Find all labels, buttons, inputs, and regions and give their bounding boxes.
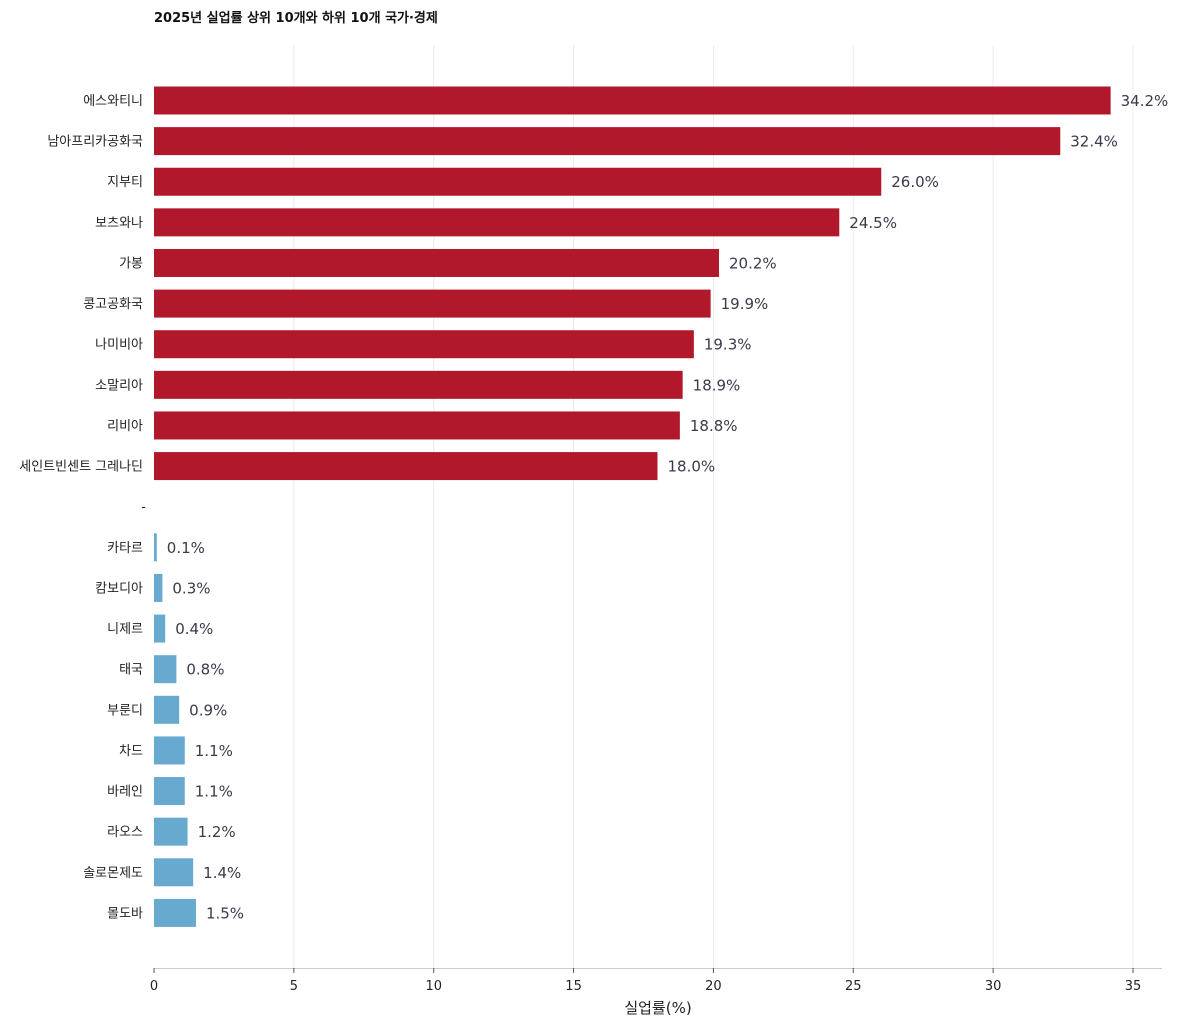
bar-top-2 (154, 167, 882, 196)
category-label-bottom-19: 솔로몬제도 (83, 866, 143, 881)
value-label-top-9: 18.0% (667, 458, 715, 476)
bar-top-0 (154, 86, 1111, 115)
x-tick-label-2: 10 (425, 979, 442, 994)
category-label-top-4: 가봉 (119, 256, 143, 271)
x-tick-label-7: 35 (1125, 979, 1142, 994)
category-label-top-3: 보츠와나 (95, 216, 143, 231)
category-label-top-7: 소말리아 (95, 378, 143, 393)
value-label-top-0: 34.2% (1121, 92, 1169, 110)
value-label-bottom-17: 1.1% (195, 783, 233, 801)
x-tick-label-6: 30 (985, 979, 1002, 994)
category-label-top-2: 지부티 (107, 175, 143, 190)
category-label-top-6: 나미비아 (95, 338, 143, 353)
bar-bottom-17 (154, 777, 185, 806)
category-label-bottom-15: 부룬디 (107, 703, 143, 718)
value-label-top-6: 19.3% (704, 336, 752, 354)
value-label-bottom-20: 1.5% (206, 904, 244, 922)
category-label-top-9: 세인트빈센트 그레나딘 (19, 460, 143, 475)
category-label-bottom-17: 바레인 (107, 785, 143, 800)
value-label-bottom-14: 0.8% (186, 661, 224, 679)
category-label-top-0: 에스와티니 (83, 94, 143, 109)
bar-top-1 (154, 127, 1061, 156)
value-label-bottom-19: 1.4% (203, 864, 241, 882)
bar-bottom-11 (154, 533, 157, 562)
category-label-bottom-20: 몰도바 (107, 906, 143, 921)
bars (154, 86, 1111, 927)
bar-bottom-20 (154, 898, 196, 927)
category-label-top-1: 남아프리카공화국 (47, 135, 143, 150)
value-label-top-2: 26.0% (891, 173, 939, 191)
category-label-top-8: 리비아 (107, 419, 143, 434)
bar-top-9 (154, 452, 658, 481)
x-axis-ticks: 0 5 10 15 20 25 30 35 (150, 968, 1141, 994)
bar-bottom-15 (154, 695, 180, 724)
bar-top-6 (154, 330, 694, 359)
value-label-bottom-16: 1.1% (195, 742, 233, 760)
bar-bottom-13 (154, 614, 166, 643)
value-label-bottom-13: 0.4% (175, 620, 213, 638)
category-label-bottom-12: 캄보디아 (95, 581, 143, 596)
bar-bottom-18 (154, 817, 188, 846)
category-label-bottom-14: 태국 (119, 663, 143, 678)
bar-bottom-12 (154, 573, 163, 602)
value-label-top-8: 18.8% (690, 417, 738, 435)
bar-top-5 (154, 289, 711, 318)
value-label-top-1: 32.4% (1070, 133, 1118, 151)
value-label-top-5: 19.9% (721, 295, 769, 313)
value-label-top-3: 24.5% (849, 214, 897, 232)
bar-top-7 (154, 370, 683, 399)
value-label-top-7: 18.9% (693, 376, 741, 394)
category-label-bottom-16: 차드 (119, 744, 143, 759)
value-label-top-4: 20.2% (729, 254, 777, 272)
value-label-bottom-18: 1.2% (198, 823, 236, 841)
bar-top-4 (154, 248, 720, 277)
x-tick-label-5: 25 (845, 979, 862, 994)
chart-title: 2025년 실업률 상위 10개와 하위 10개 국가·경제 (154, 10, 438, 26)
x-tick-label-0: 0 (150, 979, 158, 994)
bar-top-8 (154, 411, 680, 440)
bar-bottom-19 (154, 858, 194, 887)
category-label-top-5: 콩고공화국 (83, 297, 143, 312)
separator-label: - (141, 500, 146, 515)
category-label-bottom-18: 라오스 (107, 825, 143, 840)
x-tick-label-3: 15 (565, 979, 582, 994)
value-label-bottom-11: 0.1% (167, 539, 205, 557)
category-label-bottom-13: 니제르 (107, 622, 143, 637)
value-label-bottom-12: 0.3% (172, 579, 210, 597)
x-tick-label-4: 20 (705, 979, 722, 994)
bar-bottom-16 (154, 736, 185, 765)
x-axis-title: 실업률(%) (624, 999, 691, 1017)
x-tick-label-1: 5 (290, 979, 298, 994)
grid-lines (293, 45, 1134, 968)
category-label-bottom-11: 카타르 (107, 541, 143, 556)
value-label-bottom-15: 0.9% (189, 701, 227, 719)
bar-top-3 (154, 208, 840, 237)
bar-bottom-14 (154, 655, 177, 684)
labels: 에스와티니 34.2% 남아프리카공화국 32.4% 지부티 26.0% 보츠와나 24.5%… (19, 92, 1168, 922)
